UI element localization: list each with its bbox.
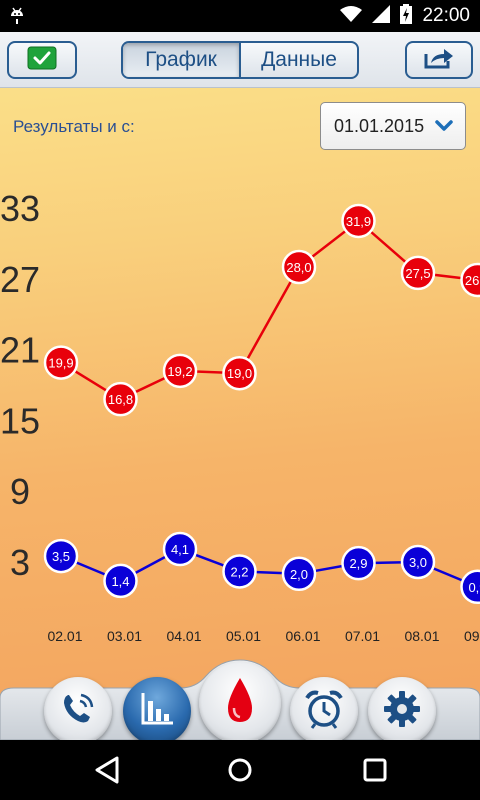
home-icon[interactable] (226, 755, 254, 790)
y-tick-label: 15 (0, 400, 40, 441)
android-debug-icon (8, 5, 26, 30)
results-from-label: Результаты и с: (13, 117, 135, 136)
data-point-label: 16,8 (108, 392, 133, 407)
data-point[interactable]: 26,9 (460, 262, 480, 298)
data-point[interactable]: 19,9 (43, 345, 79, 380)
data-point-label: 4,1 (171, 542, 189, 557)
data-point[interactable]: 3,0 (400, 544, 436, 580)
y-tick-label: 21 (0, 330, 40, 371)
data-point-label: 27,5 (405, 266, 430, 281)
x-tick-label: 05.01 (226, 628, 261, 644)
data-point[interactable]: 0,9 (460, 569, 480, 605)
x-tick-label: 08.01 (404, 628, 439, 644)
system-navigation-bar (0, 740, 480, 800)
battery-charging-icon (400, 3, 413, 29)
data-point-label: 19,2 (167, 364, 192, 379)
data-point-marker (43, 538, 79, 574)
blood-drop-icon (220, 676, 260, 731)
data-point[interactable]: 19,2 (162, 353, 198, 389)
x-tick-label: 06.01 (285, 628, 320, 644)
data-point[interactable]: 16,8 (103, 381, 138, 417)
data-point[interactable]: 1,4 (103, 563, 138, 599)
data-point-marker (103, 381, 138, 417)
y-tick-label: 27 (0, 259, 40, 300)
data-point-marker (222, 554, 257, 589)
data-point[interactable]: 2,9 (341, 545, 376, 581)
x-tick-label: 02.01 (47, 628, 82, 644)
data-point-label: 3,0 (409, 555, 427, 570)
data-point-marker (43, 345, 79, 380)
data-point-marker (341, 545, 376, 581)
data-point-label: 3,5 (52, 549, 70, 564)
main-content: График Данные Результаты и с: 01.01.2015… (0, 32, 480, 740)
signal-icon (372, 4, 391, 28)
data-point-label: 2,2 (230, 564, 248, 579)
view-segmented-control: График Данные (121, 41, 359, 79)
data-point[interactable]: 31,9 (341, 203, 376, 239)
x-tick-label: 09.01 (464, 628, 480, 644)
alarm-clock-icon (303, 688, 345, 735)
clock: 22:00 (422, 5, 470, 26)
tab-data[interactable]: Данные (261, 48, 337, 71)
data-point[interactable]: 2,0 (281, 556, 317, 592)
y-tick-label: 9 (10, 471, 30, 512)
y-tick-label: 3 (10, 542, 30, 583)
recents-icon[interactable] (361, 755, 389, 790)
data-point[interactable]: 3,5 (43, 538, 79, 574)
data-point-marker (103, 563, 138, 599)
chart-icon (137, 689, 177, 734)
data-point-label: 28,0 (286, 260, 311, 275)
y-tick-label: 33 (0, 188, 40, 229)
data-point-label: 19,0 (227, 366, 252, 381)
nav-settings-button[interactable] (368, 677, 436, 740)
data-point[interactable]: 2,2 (222, 554, 257, 589)
start-date-select[interactable]: 01.01.2015 (320, 102, 466, 150)
data-point-label: 31,9 (346, 214, 371, 229)
x-tick-label: 03.01 (107, 628, 142, 644)
data-point[interactable]: 27,5 (400, 255, 436, 291)
phone-call-icon (58, 689, 98, 734)
x-tick-label: 07.01 (345, 628, 380, 644)
data-point[interactable]: 19,0 (222, 355, 257, 391)
data-point-marker (222, 355, 257, 391)
data-point-marker (400, 255, 436, 291)
data-point-label: 19,9 (48, 356, 73, 371)
top-toolbar: График Данные (0, 32, 480, 88)
data-point-marker (460, 569, 480, 605)
data-point-label: 2,9 (349, 556, 367, 571)
data-point[interactable]: 4,1 (162, 531, 198, 567)
data-point-marker (162, 353, 198, 389)
data-point-marker (281, 556, 317, 592)
confirm-button[interactable] (7, 41, 77, 79)
nav-chart-button[interactable] (123, 677, 191, 740)
wifi-icon (340, 5, 363, 28)
x-tick-label: 04.01 (166, 628, 201, 644)
nav-call-button[interactable] (44, 677, 112, 740)
nav-reminders-button[interactable] (290, 677, 358, 740)
data-point-marker (460, 262, 480, 298)
data-point-marker (162, 531, 198, 567)
data-point-marker (341, 203, 376, 239)
tab-chart[interactable]: График (123, 43, 241, 77)
checkmark-icon (27, 46, 57, 75)
share-icon (423, 46, 455, 75)
back-icon[interactable] (93, 755, 121, 790)
series-line-1 (60, 219, 478, 401)
data-point-marker (281, 249, 317, 285)
share-button[interactable] (405, 41, 473, 79)
start-date-value: 01.01.2015 (334, 115, 425, 136)
data-point-marker (400, 544, 436, 580)
data-point-label: 26,9 (465, 273, 480, 288)
nav-measurement-button[interactable] (199, 662, 281, 740)
settings-gear-icon (382, 689, 422, 734)
chevron-down-icon (435, 120, 453, 131)
glucose-line-chart: 33 27 21 15 9 3 02.01 03.01 04.01 05.01 06.01 07.0… (0, 188, 480, 644)
data-point-label: 1,4 (111, 574, 129, 589)
data-point-label: 0,9 (468, 580, 480, 595)
data-point[interactable]: 28,0 (281, 249, 317, 285)
status-bar: 22:00 (0, 0, 480, 32)
data-point-label: 2,0 (290, 567, 308, 582)
